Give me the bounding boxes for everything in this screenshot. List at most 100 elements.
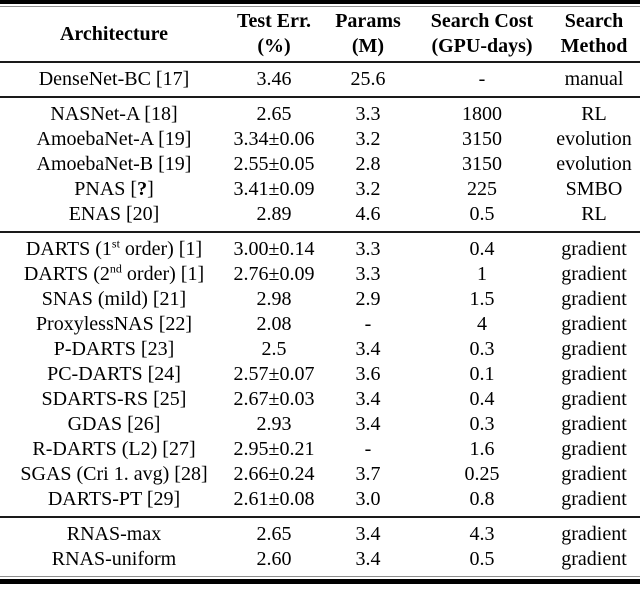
test-err-cell: 3.34±0.06 xyxy=(233,128,315,150)
architecture-cell: DenseNet-BC [17] xyxy=(38,68,190,90)
params-cell: 3.3 xyxy=(355,238,381,260)
results-table: Architecture Test Err. (%) Params (M) Se… xyxy=(0,7,640,576)
search-cost-cell: 4.3 xyxy=(469,523,495,545)
architecture-cell: ProxylessNAS [22] xyxy=(35,313,193,335)
table-row: AmoebaNet-A [19] 3.34±0.06 3.2 3150 evolutio… xyxy=(0,127,640,152)
architecture-cell: PNAS [?] xyxy=(74,178,154,200)
search-method-cell: RL xyxy=(581,103,607,125)
params-cell: 3.6 xyxy=(355,363,381,385)
header-params: Params (M) xyxy=(335,10,401,57)
architecture-cell: GDAS [26] xyxy=(67,413,161,435)
architecture-cell: RNAS-uniform xyxy=(51,548,177,570)
params-cell: 3.7 xyxy=(355,463,381,485)
table-row: ENAS [20] 2.89 4.6 0.5 RL xyxy=(0,202,640,232)
search-cost-cell: 0.25 xyxy=(464,463,500,485)
search-method-cell: gradient xyxy=(561,463,627,485)
table-row: PNAS [?] 3.41±0.09 3.2 225 SMBO xyxy=(0,177,640,202)
search-cost-cell: 0.1 xyxy=(469,363,495,385)
search-method-cell: gradient xyxy=(561,263,627,285)
search-cost-cell: 0.4 xyxy=(469,388,495,410)
architecture-cell: R-DARTS (L2) [27] xyxy=(32,438,196,460)
test-err-cell: 2.08 xyxy=(256,313,292,335)
params-cell: 4.6 xyxy=(355,203,381,225)
architecture-cell: AmoebaNet-B [19] xyxy=(36,153,192,175)
params-cell: 3.2 xyxy=(355,128,381,150)
search-method-cell: gradient xyxy=(561,363,627,385)
params-cell: 3.0 xyxy=(355,488,381,510)
table-row: ProxylessNAS [22] 2.08 - 4 gradient xyxy=(0,312,640,337)
table-row: SDARTS-RS [25] 2.67±0.03 3.4 0.4 gradient xyxy=(0,387,640,412)
architecture-cell: AmoebaNet-A [19] xyxy=(36,128,192,150)
search-method-cell: gradient xyxy=(561,488,627,510)
table-row: SNAS (mild) [21] 2.98 2.9 1.5 gradient xyxy=(0,287,640,312)
test-err-cell: 2.60 xyxy=(256,548,292,570)
search-method-cell: gradient xyxy=(561,438,627,460)
architecture-cell: ENAS [20] xyxy=(68,203,160,225)
search-method-cell: SMBO xyxy=(565,178,623,200)
table-row: RNAS-max 2.65 3.4 4.3 gradient xyxy=(0,517,640,547)
search-cost-cell: 0.3 xyxy=(469,413,495,435)
table-row: P-DARTS [23] 2.5 3.4 0.3 gradient xyxy=(0,337,640,362)
params-cell: 25.6 xyxy=(350,68,386,90)
params-cell: 3.3 xyxy=(355,263,381,285)
table-section: NASNet-A [18] 2.65 3.3 1800 RL AmoebaNet-A [1… xyxy=(0,97,640,232)
test-err-cell: 2.65 xyxy=(256,103,292,125)
search-cost-cell: 225 xyxy=(467,178,497,200)
test-err-cell: 2.98 xyxy=(256,288,292,310)
header-architecture: Architecture xyxy=(0,7,228,62)
test-err-cell: 2.95±0.21 xyxy=(233,438,315,460)
test-err-cell: 2.65 xyxy=(256,523,292,545)
params-cell: - xyxy=(364,438,372,460)
table-row: DARTS-PT [29] 2.61±0.08 3.0 0.8 gradient xyxy=(0,487,640,517)
header-search-cost: Search Cost (GPU-days) xyxy=(430,10,534,57)
search-cost-cell: 0.8 xyxy=(469,488,495,510)
test-err-cell: 3.46 xyxy=(256,68,292,90)
search-cost-cell: 3150 xyxy=(462,128,502,150)
table-row: DARTS (1st order) [1] 3.00±0.14 3.3 0.4 grad… xyxy=(0,232,640,262)
architecture-cell: DARTS (2nd order) [1] xyxy=(23,262,205,285)
table-row: AmoebaNet-B [19] 2.55±0.05 2.8 3150 evolutio… xyxy=(0,152,640,177)
params-cell: 3.4 xyxy=(355,338,381,360)
params-cell: 3.4 xyxy=(355,548,381,570)
table-section: DARTS (1st order) [1] 3.00±0.14 3.3 0.4 grad… xyxy=(0,232,640,517)
table-row: R-DARTS (L2) [27] 2.95±0.21 - 1.6 gradient xyxy=(0,437,640,462)
params-cell: 3.4 xyxy=(355,523,381,545)
search-cost-cell: 0.4 xyxy=(469,238,495,260)
test-err-cell: 2.93 xyxy=(256,413,292,435)
table-section: RNAS-max 2.65 3.4 4.3 gradient RNAS-uniform 2.… xyxy=(0,517,640,576)
params-cell: 3.2 xyxy=(355,178,381,200)
architecture-cell: DARTS-PT [29] xyxy=(47,488,181,510)
test-err-cell: 2.57±0.07 xyxy=(233,363,315,385)
header-row: Architecture Test Err. (%) Params (M) Se… xyxy=(0,7,640,62)
params-cell: 2.9 xyxy=(355,288,381,310)
params-cell: 3.4 xyxy=(355,413,381,435)
table-section: DenseNet-BC [17] 3.46 25.6 - manual xyxy=(0,62,640,97)
search-method-cell: evolution xyxy=(556,153,632,175)
search-method-cell: gradient xyxy=(561,523,627,545)
test-err-cell: 2.89 xyxy=(256,203,292,225)
search-cost-cell: - xyxy=(478,68,486,90)
architecture-cell: DARTS (1st order) [1] xyxy=(25,236,203,260)
search-method-cell: gradient xyxy=(561,288,627,310)
search-method-cell: gradient xyxy=(561,388,627,410)
architecture-cell: PC-DARTS [24] xyxy=(47,363,181,385)
test-err-cell: 3.00±0.14 xyxy=(233,238,315,260)
top-rule xyxy=(0,0,640,7)
params-cell: 3.3 xyxy=(355,103,381,125)
search-method-cell: gradient xyxy=(561,548,627,570)
test-err-cell: 2.67±0.03 xyxy=(233,388,315,410)
params-cell: 3.4 xyxy=(355,388,381,410)
search-cost-cell: 4 xyxy=(477,313,487,335)
test-err-cell: 2.55±0.05 xyxy=(233,153,315,175)
params-cell: 2.8 xyxy=(355,153,381,175)
search-method-cell: evolution xyxy=(556,128,632,150)
search-cost-cell: 1 xyxy=(477,263,487,285)
header-test-err: Test Err. (%) xyxy=(236,10,312,57)
header-search-method: Search Method xyxy=(560,10,628,57)
table-row: DARTS (2nd order) [1] 2.76±0.09 3.3 1 gradie… xyxy=(0,262,640,287)
search-cost-cell: 0.5 xyxy=(469,548,495,570)
table-row: RNAS-uniform 2.60 3.4 0.5 gradient xyxy=(0,547,640,576)
search-method-cell: gradient xyxy=(561,238,627,260)
architecture-cell: SDARTS-RS [25] xyxy=(41,388,187,410)
